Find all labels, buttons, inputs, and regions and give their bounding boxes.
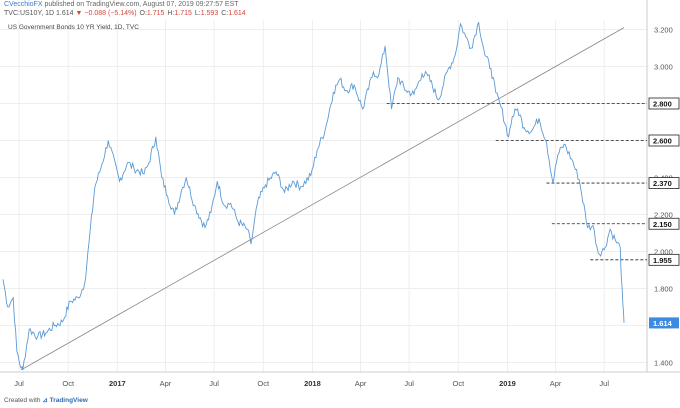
- y-tick-label: 2.200: [654, 211, 673, 220]
- last-value-label: 1.614: [653, 319, 673, 328]
- x-tick-label: Oct: [62, 379, 75, 388]
- high-value: 1.715: [174, 10, 192, 17]
- level-badge: [648, 217, 680, 230]
- y-tick-label: 1.800: [654, 285, 673, 294]
- y-tick-label: 1.400: [654, 359, 673, 368]
- high-label: H:: [167, 10, 175, 17]
- y-tick-label: 3.200: [654, 26, 673, 35]
- open-label: O:: [139, 10, 147, 17]
- down-arrow-icon: ▼: [75, 10, 83, 17]
- author-link[interactable]: CVecchioFX: [4, 1, 43, 8]
- footer-prefix: Created with: [4, 397, 41, 404]
- low-value: 1.593: [200, 10, 219, 17]
- level-badge: [648, 177, 680, 189]
- x-tick-label: Apr: [160, 379, 172, 388]
- x-tick-label: Apr: [355, 379, 367, 388]
- level-label: 2.600: [653, 137, 672, 146]
- last-price: 1.614: [56, 10, 74, 17]
- trendline: [20, 27, 625, 371]
- level-label: 2.150: [653, 220, 672, 229]
- publish-info: CVecchioFX published on TradingView.com,…: [4, 1, 239, 8]
- level-badge: [648, 134, 680, 147]
- y-tick-label: 2.000: [654, 248, 673, 257]
- close-value: 1.614: [228, 10, 246, 17]
- level-label: 1.955: [653, 256, 672, 265]
- close-label: C:: [221, 10, 229, 17]
- x-tick-label: Oct: [257, 379, 270, 388]
- x-tick-label: 2018: [304, 379, 321, 388]
- chart-title: US Government Bonds 10 YR Yield, 1D, TVC: [8, 24, 139, 31]
- x-tick-label: Jul: [404, 379, 414, 388]
- tradingview-logo-icon: ⊿: [42, 397, 48, 404]
- footer: Created with ⊿ TradingView: [4, 396, 88, 404]
- x-tick-label: 2019: [499, 379, 516, 388]
- open-value: 1.715: [146, 10, 165, 17]
- x-tick-label: Oct: [452, 379, 465, 388]
- price-change: −0.088 (−5.14%): [84, 10, 137, 17]
- x-tick-label: Apr: [550, 379, 562, 388]
- level-label: 2.800: [653, 100, 672, 109]
- x-tick-label: 2017: [109, 379, 126, 388]
- symbol-label: TVC:US10Y, 1D: [4, 10, 55, 17]
- price-series-line: [2, 21, 625, 371]
- level-label: 2.370: [653, 179, 672, 188]
- x-tick-label: Jul: [14, 379, 24, 388]
- level-badge: [648, 97, 680, 110]
- level-badge: [648, 253, 680, 266]
- y-tick-label: 3.000: [654, 63, 673, 72]
- footer-brand[interactable]: TradingView: [49, 397, 88, 404]
- low-label: L:: [194, 10, 201, 17]
- x-tick-label: Jul: [599, 379, 609, 388]
- last-value-badge: [649, 317, 679, 329]
- symbol-info: TVC:US10Y, 1D 1.614 ▼ −0.088 (−5.14%) O:…: [4, 10, 246, 17]
- publish-text: published on TradingView.com, August 07,…: [44, 1, 239, 8]
- x-tick-label: Jul: [209, 379, 219, 388]
